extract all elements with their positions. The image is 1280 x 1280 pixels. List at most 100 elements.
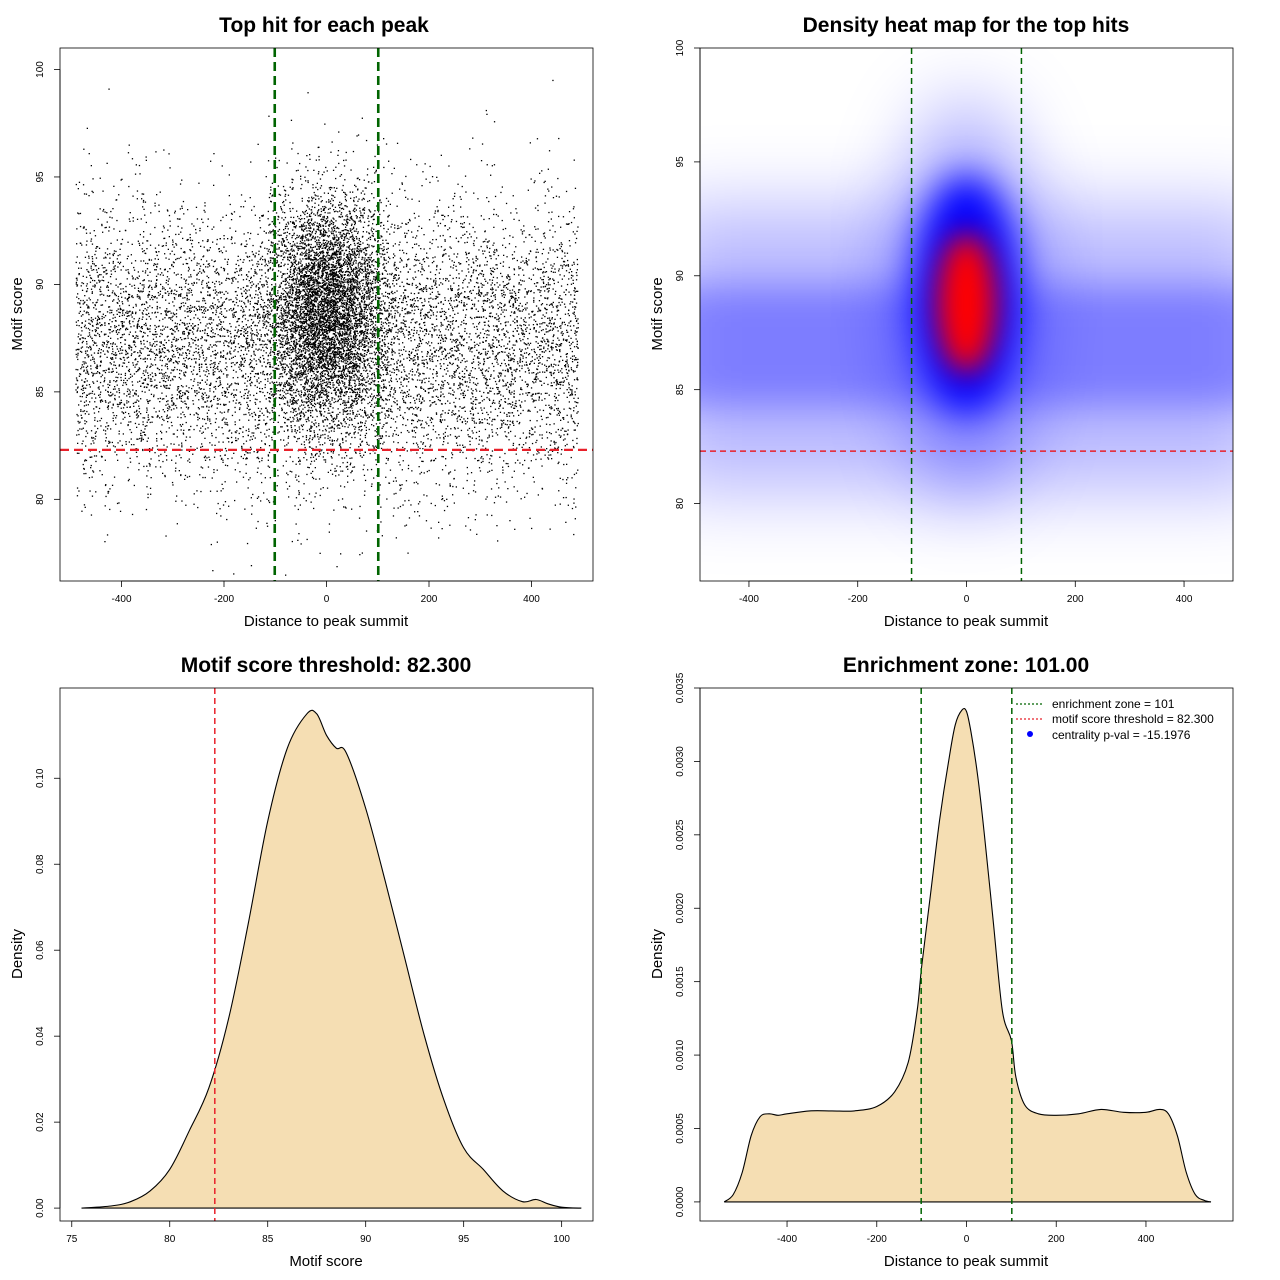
scatter-point (444, 240, 446, 242)
scatter-point (295, 319, 297, 321)
scatter-point (550, 408, 552, 410)
scatter-point (438, 537, 440, 539)
scatter-point (435, 373, 437, 375)
scatter-point (374, 261, 376, 263)
scatter-point (86, 288, 89, 290)
scatter-point (375, 446, 378, 448)
scatter-point (494, 496, 497, 498)
scatter-point (547, 291, 549, 293)
scatter-point (114, 397, 116, 400)
scatter-point (274, 393, 276, 395)
scatter-point (496, 482, 498, 485)
scatter-point (570, 221, 573, 224)
scatter-point (224, 258, 226, 260)
scatter-point (438, 329, 440, 331)
scatter-point (480, 282, 482, 285)
scatter-point (510, 383, 512, 385)
scatter-point (513, 369, 515, 371)
scatter-point (512, 296, 514, 299)
scatter-point (437, 296, 439, 298)
scatter-point (284, 335, 286, 337)
scatter-point (253, 394, 255, 397)
scatter-point (122, 412, 124, 414)
scatter-point (531, 349, 533, 351)
scatter-point (457, 240, 460, 243)
scatter-point (149, 366, 151, 368)
scatter-point (339, 348, 341, 350)
scatter-point (165, 342, 167, 344)
scatter-point (211, 327, 213, 329)
scatter-point (449, 246, 451, 248)
scatter-point (407, 381, 410, 383)
scatter-point (502, 281, 504, 283)
scatter-point (175, 340, 177, 342)
scatter-point (550, 323, 553, 325)
scatter-point (533, 314, 535, 316)
scatter-point (538, 356, 540, 358)
scatter-point (487, 357, 489, 359)
scatter-point (250, 268, 252, 270)
scatter-point (488, 392, 490, 394)
scatter-point (562, 338, 565, 340)
scatter-point (301, 400, 303, 402)
scatter-point (159, 345, 161, 347)
scatter-point (354, 222, 356, 224)
scatter-point (185, 262, 188, 265)
scatter-point (447, 229, 449, 231)
scatter-point (205, 401, 207, 403)
scatter-point (479, 470, 482, 472)
scatter-point (396, 335, 398, 337)
scatter-point (404, 232, 406, 234)
scatter-point (349, 263, 352, 265)
scatter-point (199, 230, 201, 232)
scatter-point (453, 373, 455, 375)
scatter-point (245, 297, 247, 300)
scatter-point (563, 275, 565, 277)
scatter-point (252, 345, 254, 347)
scatter-point (450, 247, 452, 249)
scatter-point (512, 422, 514, 424)
scatter-point (300, 370, 302, 372)
scatter-point (214, 286, 216, 288)
scatter-point (400, 487, 402, 490)
scatter-point (390, 358, 393, 360)
scatter-point (189, 350, 191, 352)
scatter-point (345, 331, 347, 333)
scatter-point (469, 348, 472, 350)
scatter-point (90, 348, 92, 350)
scatter-point (239, 268, 241, 270)
scatter-point (566, 389, 568, 391)
scatter-point (281, 409, 283, 412)
scatter-point (520, 406, 522, 408)
scatter-point (326, 323, 328, 326)
scatter-point (549, 319, 551, 321)
scatter-point (551, 329, 553, 331)
scatter-point (475, 407, 477, 409)
scatter-point (407, 552, 409, 554)
scatter-point (144, 379, 146, 381)
scatter-point (158, 319, 161, 322)
scatter-point (161, 296, 164, 299)
scatter-point (373, 259, 375, 261)
scatter-point (339, 427, 341, 429)
scatter-point (344, 411, 346, 413)
scatter-point (524, 459, 526, 462)
scatter-point (576, 377, 578, 379)
scatter-point (191, 294, 193, 296)
scatter-point (105, 440, 107, 442)
scatter-point (489, 312, 491, 315)
scatter-point (453, 427, 456, 429)
scatter-point (128, 218, 130, 220)
scatter-point (323, 244, 325, 246)
scatter-point (101, 399, 103, 401)
scatter-point (453, 502, 455, 504)
scatter-point (227, 292, 229, 294)
scatter-point (570, 389, 572, 391)
scatter-point (513, 269, 516, 271)
scatter-point (387, 394, 389, 397)
scatter-point (576, 437, 578, 440)
scatter-point (156, 254, 158, 257)
scatter-point (404, 235, 407, 237)
scatter-point (174, 345, 177, 347)
scatter-point (407, 419, 409, 421)
